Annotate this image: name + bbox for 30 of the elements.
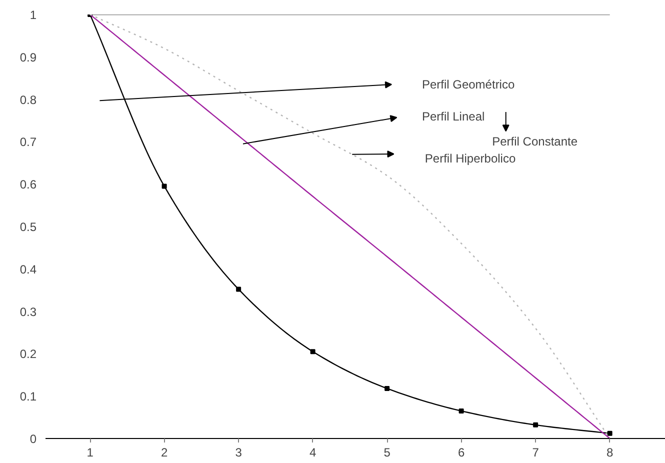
x-tick-label: 4 xyxy=(309,446,316,460)
point xyxy=(162,184,167,189)
y-tick-label: 0.6 xyxy=(20,178,37,192)
y-tick-label: 0.3 xyxy=(20,304,37,319)
y-tick-label: 0.2 xyxy=(20,347,37,362)
y-tick-label: 0.5 xyxy=(20,220,37,234)
point xyxy=(458,408,464,414)
y-tick-label: 0.7 xyxy=(20,135,37,150)
point xyxy=(533,422,538,428)
x-tick-label: 6 xyxy=(458,446,465,460)
x-tick-label: 7 xyxy=(532,446,540,460)
x-tick-label: 1 xyxy=(86,446,94,460)
x-tick-label: 5 xyxy=(384,446,391,460)
annotation: Perfil Hiperbolico xyxy=(424,152,516,166)
annotation: Perfil Lineal xyxy=(422,109,485,124)
y-tick-label: 0 xyxy=(30,432,37,446)
y-tick-label: 0.8 xyxy=(20,92,37,107)
x-tick-label: 8 xyxy=(606,446,614,460)
x-tick-label: 2 xyxy=(160,446,168,460)
annotation: Perfil Geométrico xyxy=(422,77,515,92)
y-tick-label: 1 xyxy=(30,8,37,22)
annotation: Perfil Constante xyxy=(492,134,578,149)
point xyxy=(310,349,316,354)
point xyxy=(236,286,242,292)
point xyxy=(607,430,612,436)
point xyxy=(384,386,390,391)
y-tick-label: 0.4 xyxy=(20,262,37,276)
y-tick-label: 0.1 xyxy=(20,390,37,404)
y-tick-label: 0.9 xyxy=(20,50,37,64)
x-tick-label: 3 xyxy=(235,446,242,460)
